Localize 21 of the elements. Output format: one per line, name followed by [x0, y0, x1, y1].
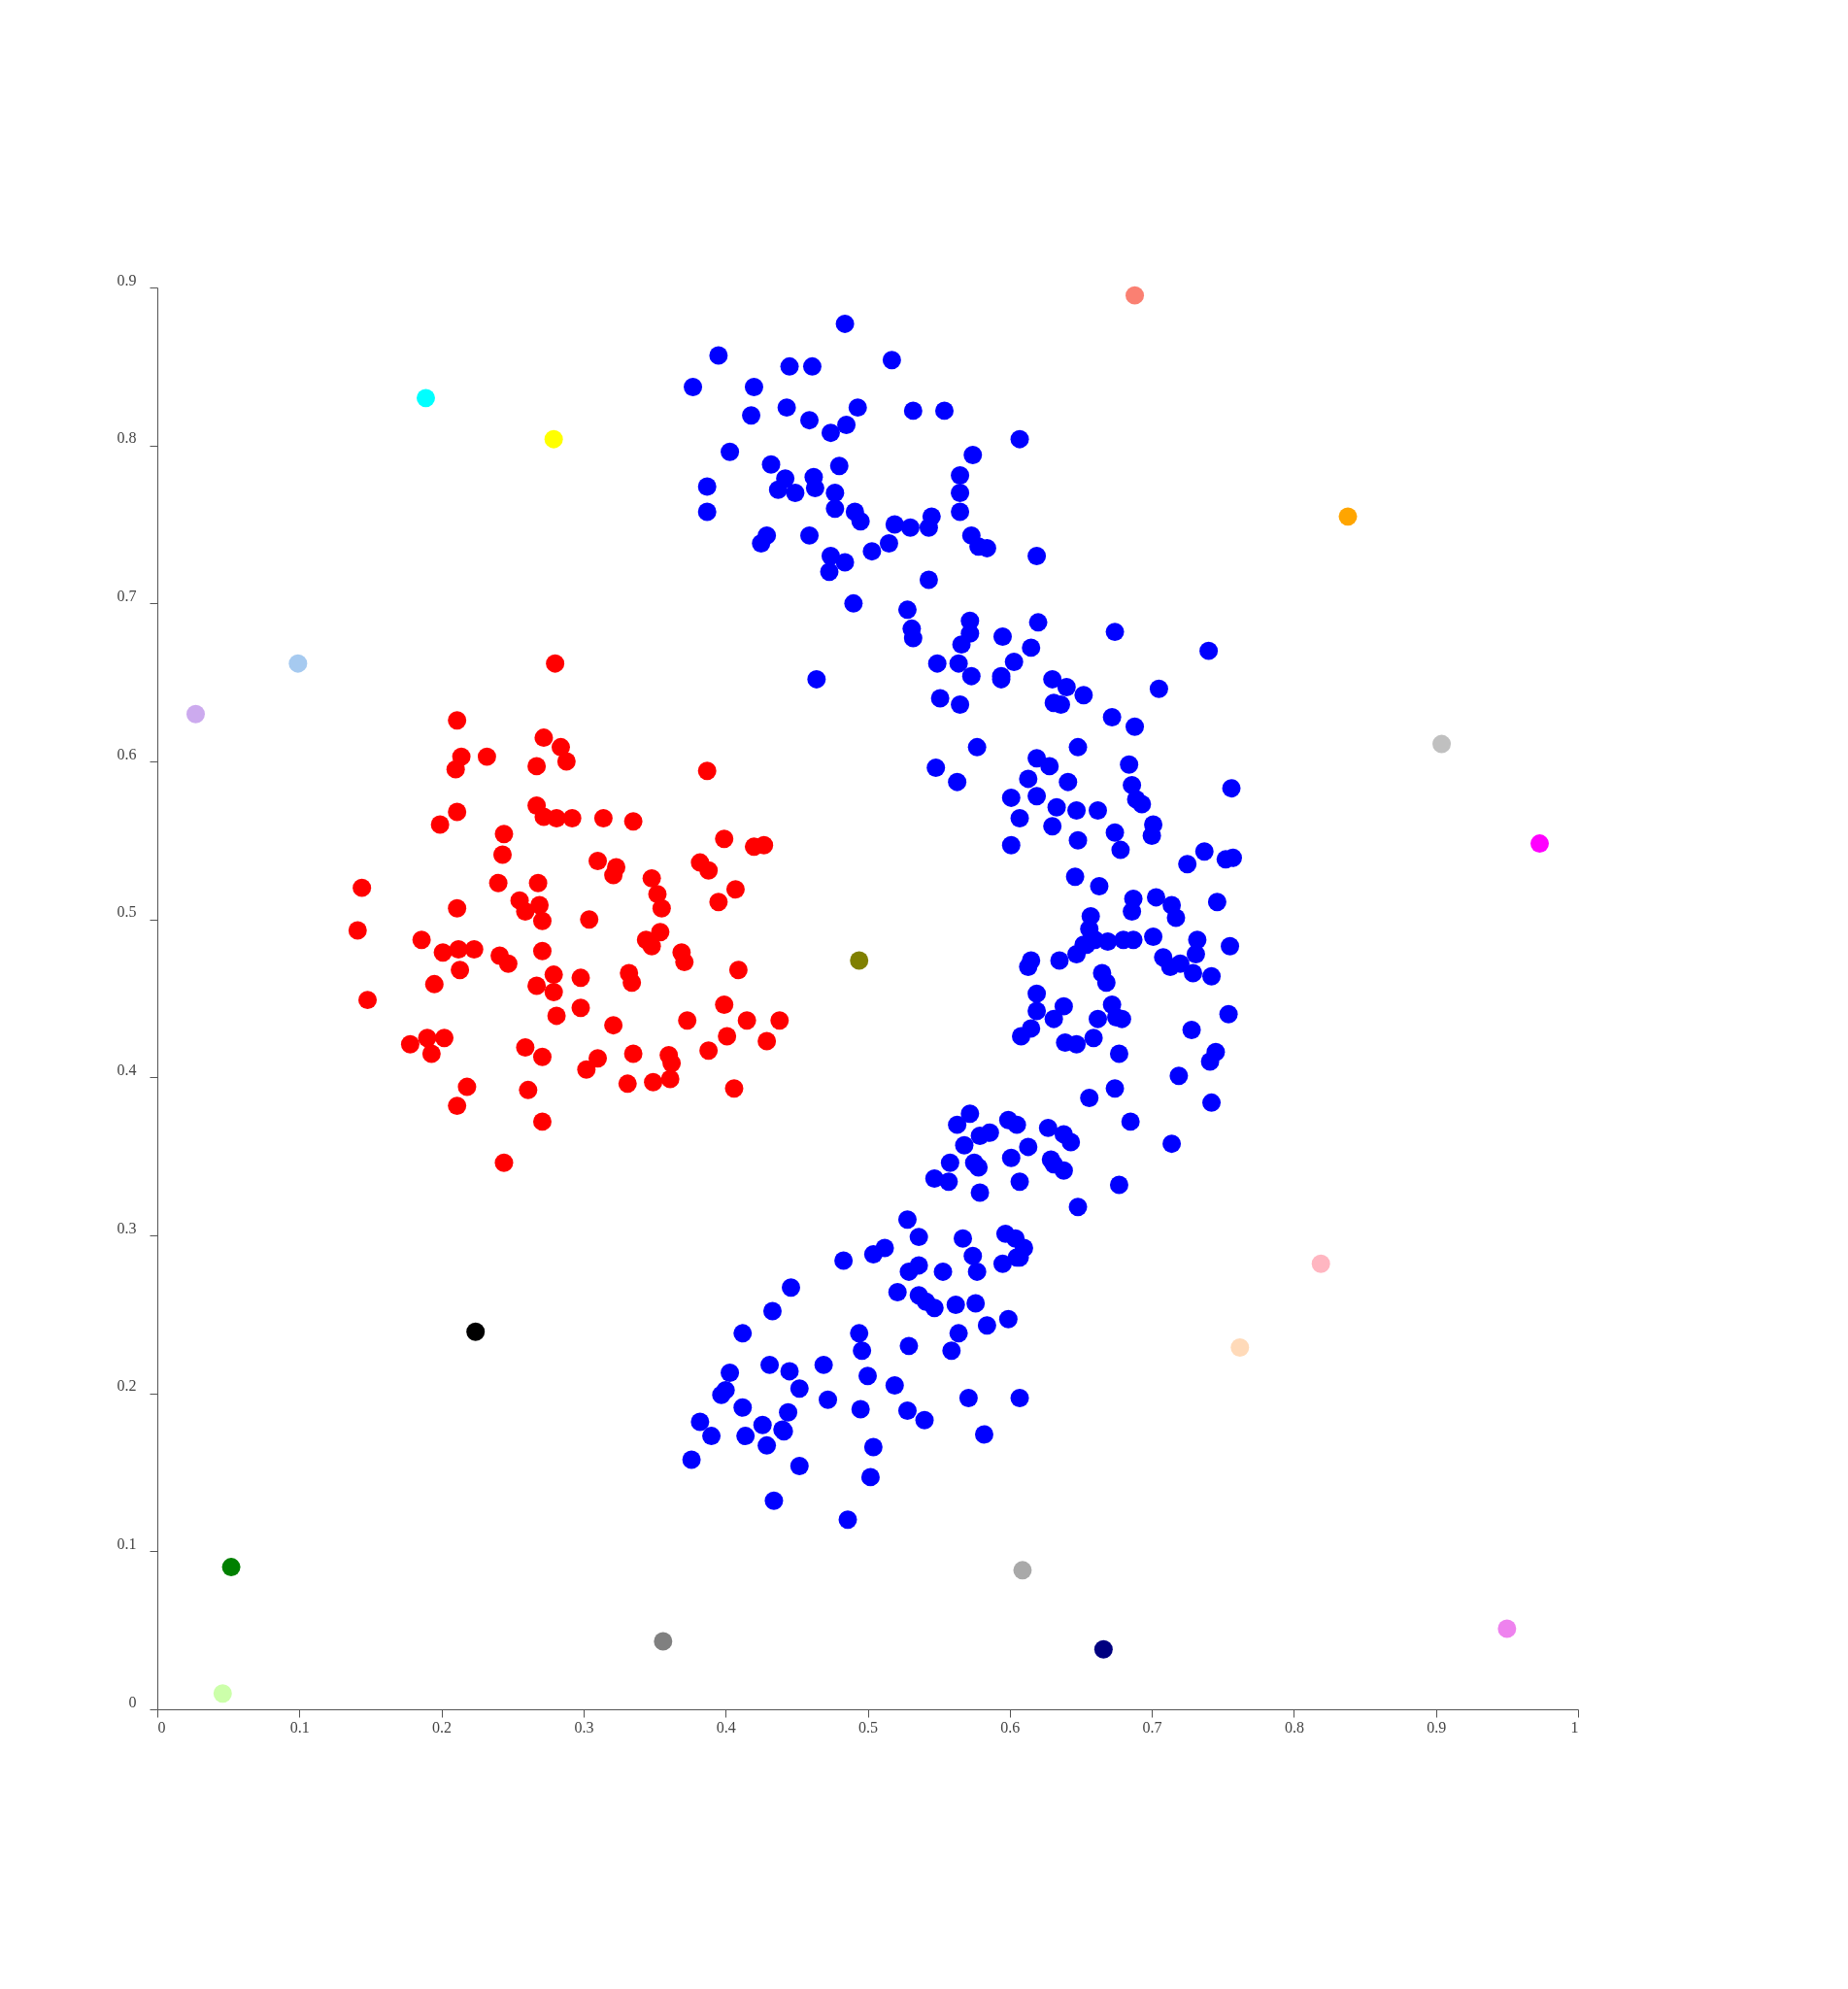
x-tick-label: 0.6 — [1000, 1718, 1021, 1736]
x-tick-label: 0.2 — [432, 1718, 453, 1736]
x-tick-label: 0.3 — [574, 1718, 594, 1736]
y-tick-label: 0.7 — [117, 587, 137, 604]
x-tick-label: 0.7 — [1142, 1718, 1162, 1736]
x-tick-label: 0.8 — [1284, 1718, 1304, 1736]
y-tick-label: 0.3 — [117, 1219, 137, 1236]
y-tick-label: 0.8 — [117, 429, 137, 447]
y-tick-label: 0.9 — [117, 271, 137, 288]
x-tick-label: 0.5 — [858, 1718, 878, 1736]
y-tick-label: 0.2 — [117, 1377, 137, 1395]
x-tick-label: 0.1 — [289, 1718, 310, 1736]
y-tick-label: 0.6 — [117, 745, 137, 762]
y-tick-label: 0.4 — [117, 1061, 137, 1078]
x-tick-label: 0.4 — [716, 1718, 736, 1736]
y-tick-label: 0.5 — [117, 903, 137, 921]
x-tick-label: 1 — [1570, 1718, 1579, 1736]
y-tick-label: 0.1 — [117, 1534, 137, 1552]
y-tick-label: 0 — [128, 1693, 137, 1710]
x-tick-label: 0.9 — [1427, 1718, 1447, 1736]
x-tick-label: 0 — [157, 1718, 166, 1736]
